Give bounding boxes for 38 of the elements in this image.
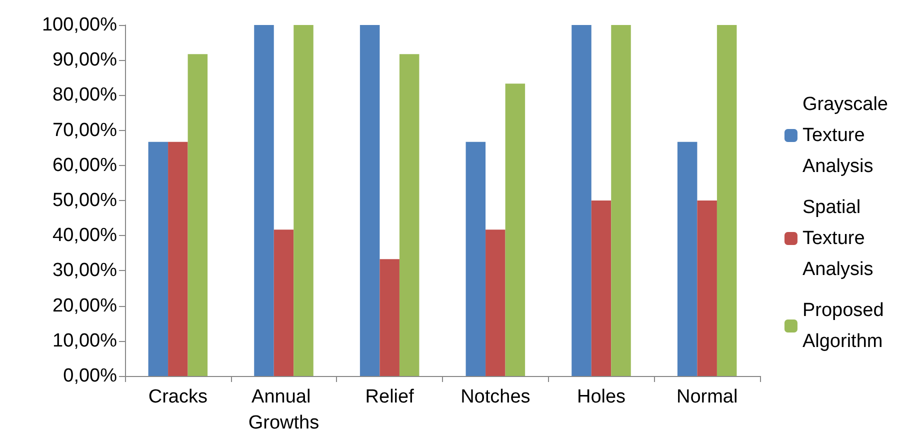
bar [591, 200, 612, 376]
bar [486, 230, 506, 376]
x-tick-label: Annual Growths [248, 386, 320, 434]
bar [677, 142, 698, 376]
bar [697, 200, 717, 376]
y-tick-label: 30,00% [52, 260, 118, 282]
bar [716, 25, 737, 376]
legend-label: Spatial Texture Analysis [802, 197, 874, 280]
x-tick-label: Holes [576, 386, 626, 408]
bar [148, 142, 168, 376]
x-tick-label: Relief [365, 386, 415, 408]
bar [188, 54, 208, 376]
x-tick-label: Notches [460, 386, 530, 408]
bar [274, 230, 294, 376]
y-tick-label: 60,00% [52, 154, 118, 176]
y-tick-label: 90,00% [52, 50, 118, 71]
y-tick-label: 40,00% [52, 225, 118, 246]
bar [360, 25, 380, 376]
bar [505, 84, 526, 376]
y-tick-label: 20,00% [52, 295, 118, 316]
bar [466, 142, 486, 376]
bar [294, 25, 314, 376]
bar [572, 25, 592, 376]
x-tick-label: Normal [676, 386, 738, 408]
y-tick-label: 0,00% [63, 366, 118, 386]
bar [399, 54, 420, 376]
y-tick-label: 80,00% [52, 84, 118, 106]
legend-label: Grayscale Texture Analysis [802, 94, 888, 177]
bar [254, 25, 274, 376]
y-tick-label: 50,00% [52, 190, 118, 211]
bar [611, 25, 631, 376]
y-tick-label: 100,00% [42, 14, 118, 36]
y-tick-label: 10,00% [52, 330, 118, 352]
bar [380, 259, 400, 376]
y-tick-label: 70,00% [52, 120, 118, 141]
x-tick-label: Cracks [148, 386, 208, 408]
legend-label: Proposed Algorithm [802, 300, 884, 352]
bar [168, 142, 188, 376]
